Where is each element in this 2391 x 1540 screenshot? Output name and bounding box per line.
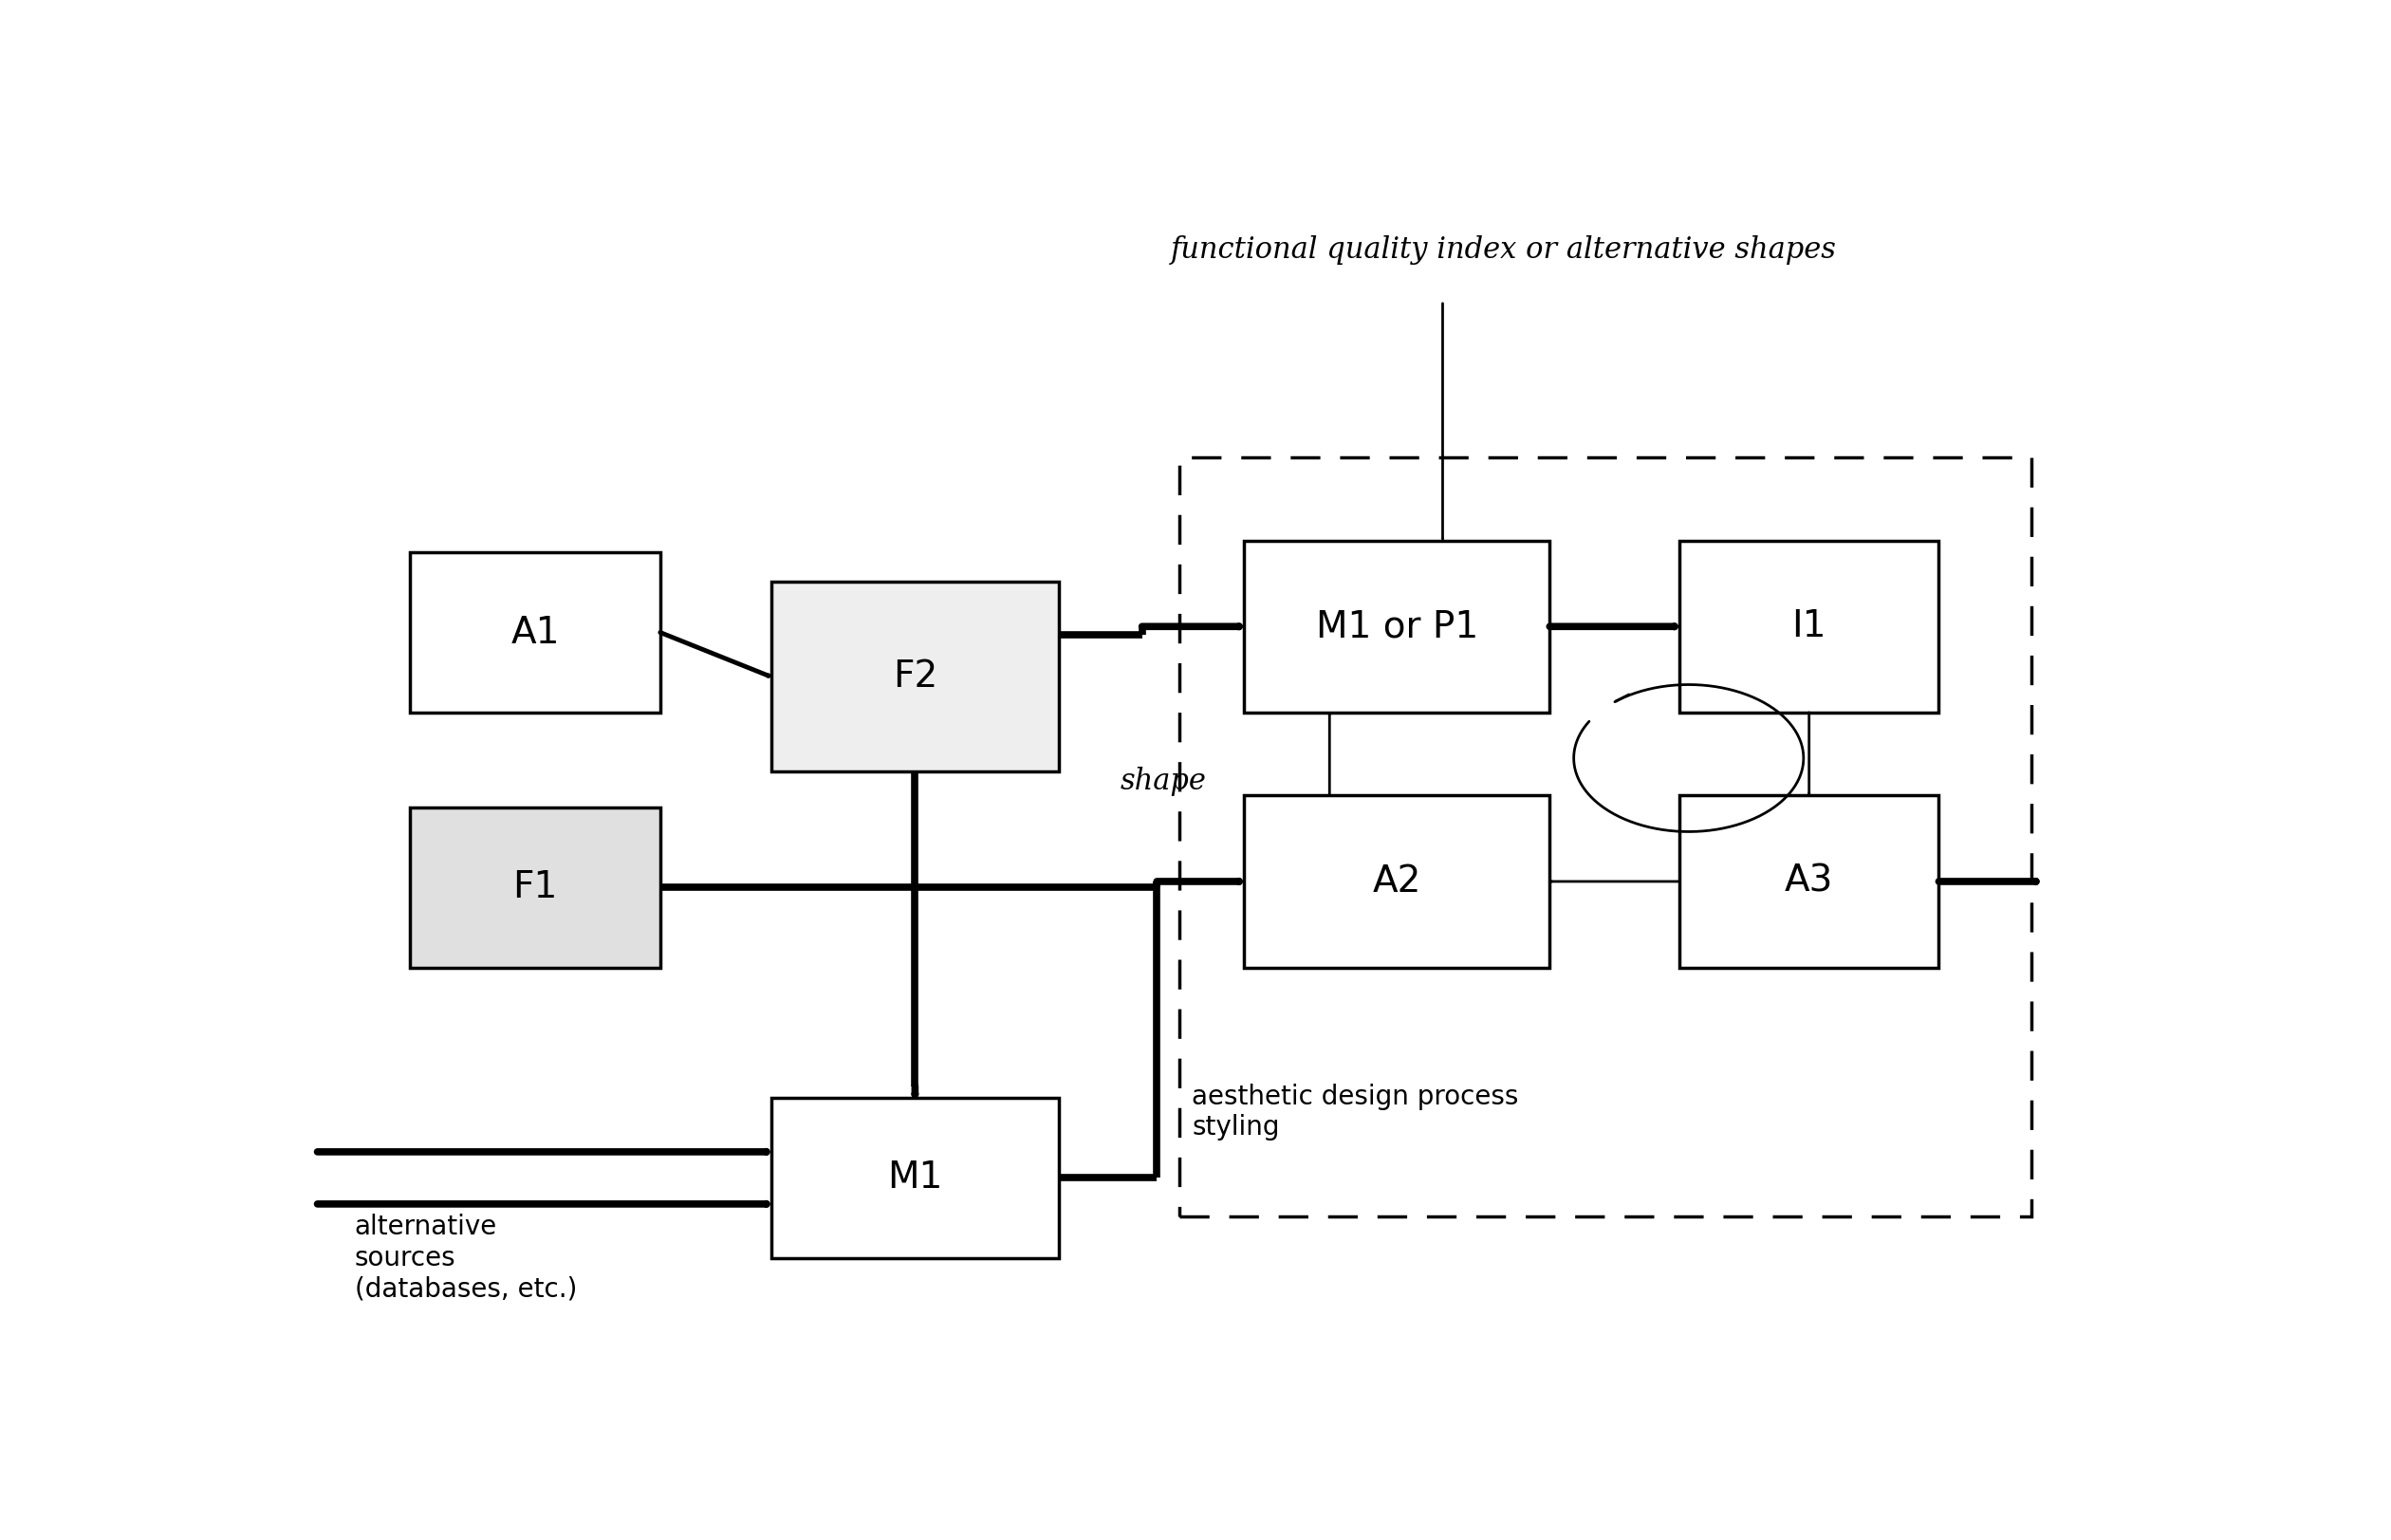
- Text: functional quality index or alternative shapes: functional quality index or alternative …: [1169, 236, 1836, 265]
- Text: I1: I1: [1791, 608, 1827, 645]
- Text: A1: A1: [512, 614, 559, 650]
- Text: aesthetic design process
styling: aesthetic design process styling: [1193, 1084, 1518, 1141]
- FancyBboxPatch shape: [772, 1098, 1059, 1258]
- FancyBboxPatch shape: [1678, 796, 1939, 967]
- Text: M1: M1: [887, 1160, 942, 1197]
- Text: A2: A2: [1372, 864, 1420, 899]
- Text: A3: A3: [1784, 864, 1834, 899]
- Text: M1 or P1: M1 or P1: [1315, 608, 1478, 645]
- FancyBboxPatch shape: [772, 582, 1059, 772]
- Text: alternative
sources
(databases, etc.): alternative sources (databases, etc.): [354, 1214, 576, 1301]
- FancyBboxPatch shape: [1243, 541, 1549, 713]
- Text: shape: shape: [1121, 767, 1207, 796]
- Text: F2: F2: [892, 659, 937, 695]
- FancyBboxPatch shape: [1678, 541, 1939, 713]
- FancyBboxPatch shape: [411, 807, 660, 967]
- FancyBboxPatch shape: [1243, 796, 1549, 967]
- Text: F1: F1: [512, 870, 557, 906]
- FancyBboxPatch shape: [411, 553, 660, 713]
